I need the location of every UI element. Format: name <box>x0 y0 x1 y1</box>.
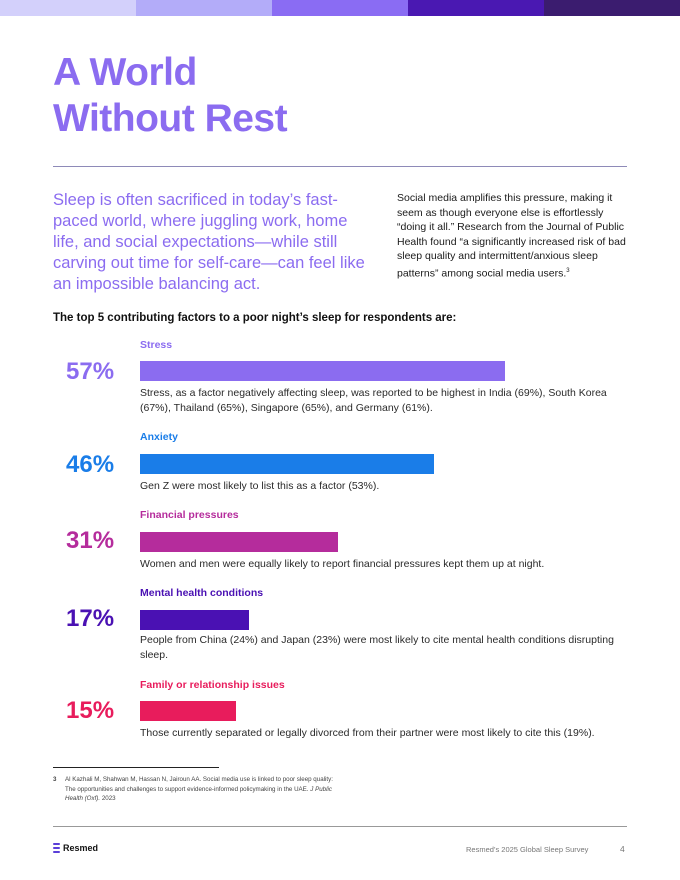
footnote-body: Al Kazhali M, Shahwan M, Hassan N, Jairo… <box>65 775 343 804</box>
factor-description: Women and men were equally likely to rep… <box>140 558 545 570</box>
factor-label: Family or relationship issues <box>140 679 285 691</box>
factors-heading: The top 5 contributing factors to a poor… <box>53 312 457 324</box>
factor-bar <box>140 701 236 721</box>
factor-description: Stress, as a factor negatively affecting… <box>140 387 607 414</box>
survey-title: Resmed’s 2025 Global Sleep Survey <box>466 845 589 854</box>
factor-bar <box>140 361 505 381</box>
footnote-year: 2023 <box>101 795 116 802</box>
factor-bar <box>140 610 249 630</box>
footer-divider <box>53 826 627 827</box>
footnote-text: Al Kazhali M, Shahwan M, Hassan N, Jairo… <box>65 776 333 793</box>
factor-label: Anxiety <box>140 431 178 443</box>
factor-label: Mental health conditions <box>140 587 264 599</box>
factor-description: Gen Z were most likely to list this as a… <box>140 480 380 492</box>
side-paragraph-text: Social media amplifies this pressure, ma… <box>397 192 626 279</box>
top-bar-segment-3 <box>272 0 408 16</box>
footnote-reference[interactable]: 3 <box>566 267 570 274</box>
factor-label: Stress <box>140 339 173 351</box>
footnote-journal: J Public Health (Oxf). <box>65 785 332 803</box>
page-title-line-2: Without Rest <box>53 97 288 140</box>
title-divider <box>53 166 627 167</box>
factor-description: People from China (24%) and Japan (23%) … <box>140 634 614 661</box>
resmed-logo-text: Resmed <box>63 843 99 853</box>
factor-label: Financial pressures <box>140 509 239 521</box>
factor-description: Those currently separated or legally div… <box>140 727 595 739</box>
factor-percent: 46% <box>66 451 115 478</box>
factor-bar <box>140 532 338 552</box>
footnote-divider <box>53 767 219 768</box>
factor-percent: 17% <box>66 605 115 632</box>
page-title: A World Without Rest <box>53 50 288 142</box>
resmed-logo-icon <box>53 843 60 853</box>
factor-percent: 31% <box>66 527 115 554</box>
page-number: 4 <box>620 844 625 854</box>
resmed-logo: Resmed <box>53 843 98 853</box>
footnote-number: 3 <box>53 776 57 783</box>
footnote: 3 Al Kazhali M, Shahwan M, Hassan N, Jai… <box>53 775 343 804</box>
factor-percent: 57% <box>66 358 115 385</box>
factor-bar <box>140 454 434 474</box>
top-bar-segment-4 <box>408 0 544 16</box>
factor-percent: 15% <box>66 697 115 724</box>
lead-paragraph: Sleep is often sacrificed in today’s fas… <box>53 191 365 293</box>
top-color-bar <box>0 0 680 16</box>
top-bar-segment-1 <box>0 0 136 16</box>
side-paragraph: Social media amplifies this pressure, ma… <box>397 191 627 281</box>
page-title-line-1: A World <box>53 51 197 94</box>
top-bar-segment-2 <box>136 0 272 16</box>
top-bar-segment-5 <box>544 0 680 16</box>
